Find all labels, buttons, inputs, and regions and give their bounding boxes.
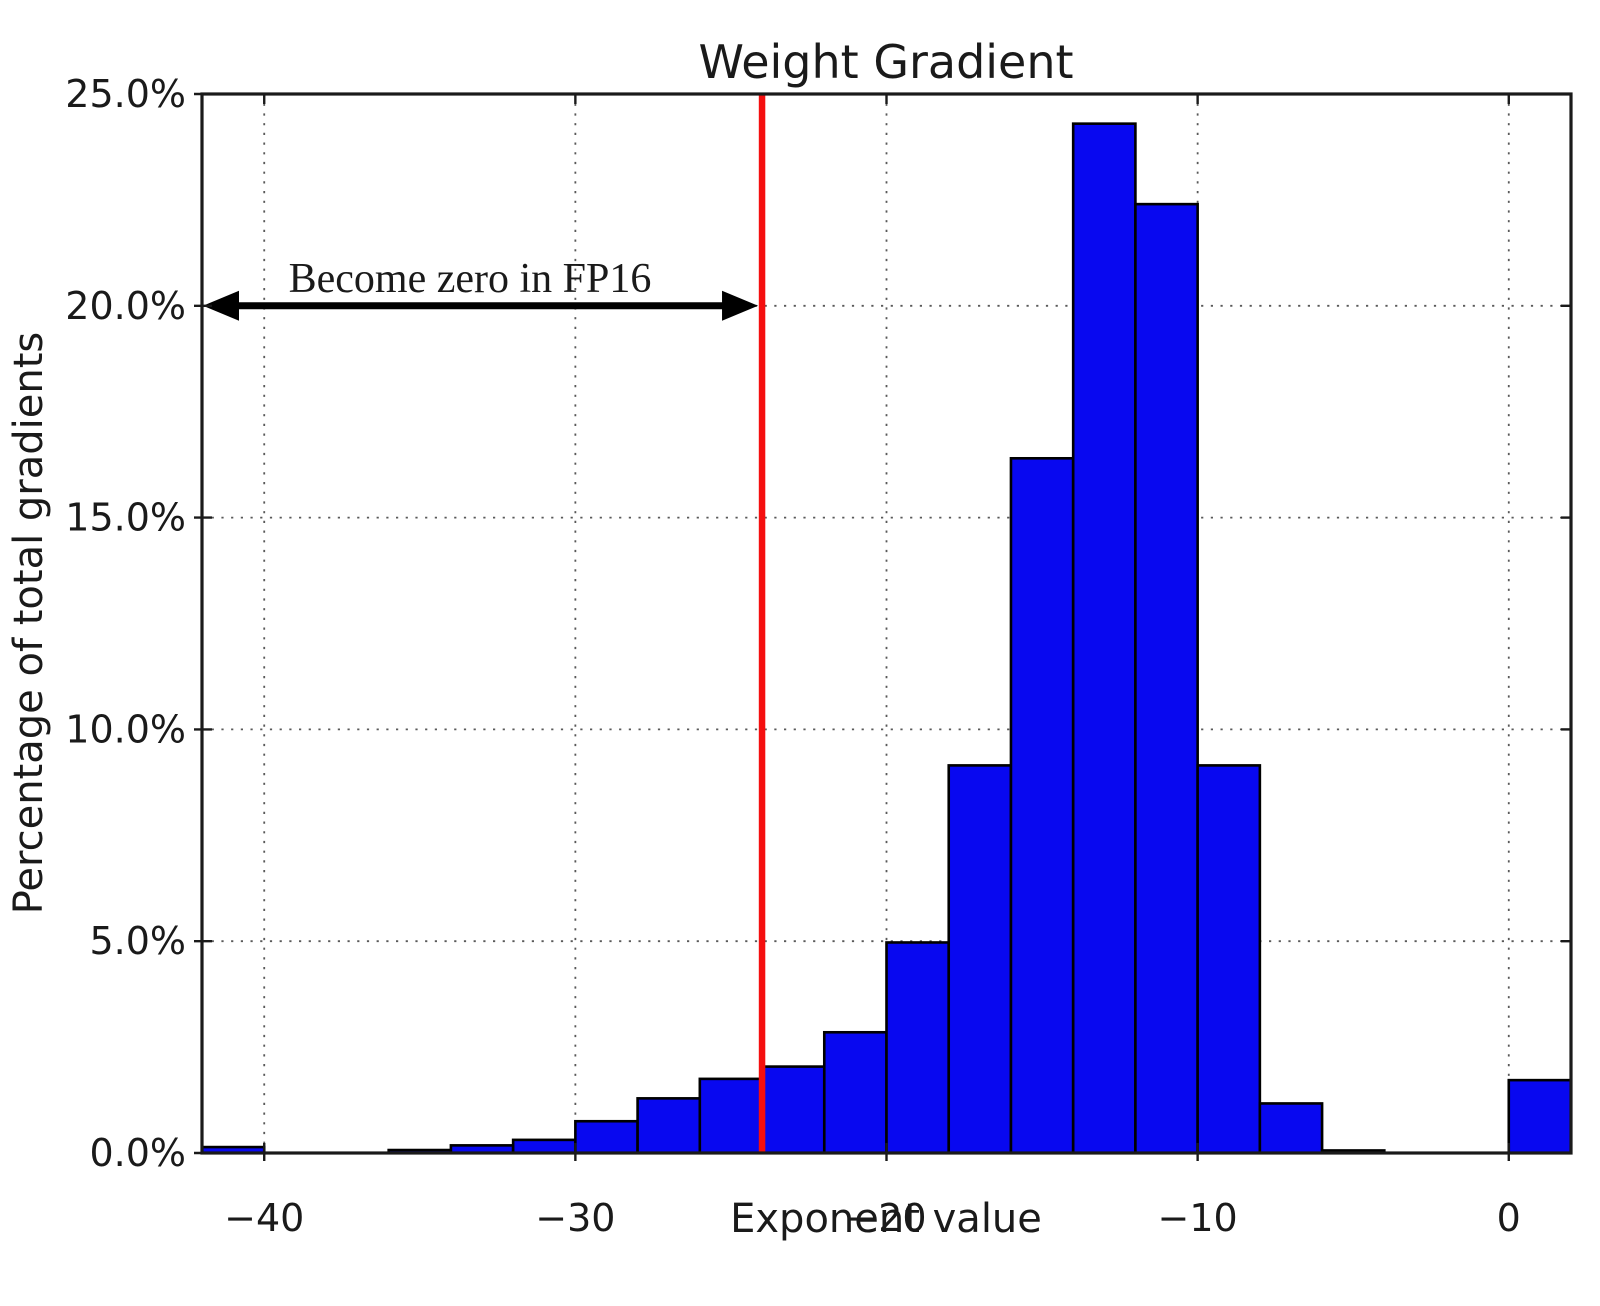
y-tick-label: 25.0% bbox=[65, 72, 186, 116]
histogram-bar bbox=[1071, 122, 1137, 1155]
histogram-bar bbox=[1009, 456, 1075, 1155]
annotation-arrowhead-left bbox=[203, 290, 239, 321]
histogram-bar bbox=[885, 941, 951, 1155]
histogram-bars bbox=[200, 122, 1573, 1155]
annotation-text: Become zero in FP16 bbox=[289, 256, 652, 302]
x-tick-label: −20 bbox=[846, 1196, 926, 1240]
chart-title: Weight Gradient bbox=[698, 35, 1073, 89]
axis-ticks bbox=[194, 92, 1571, 1161]
y-tick-label: 15.0% bbox=[65, 496, 186, 540]
histogram-bar bbox=[1507, 1078, 1573, 1155]
y-tick-label: 20.0% bbox=[65, 284, 186, 328]
histogram-bar bbox=[1258, 1102, 1324, 1155]
x-axis-label: Exponent value bbox=[730, 1196, 1042, 1242]
histogram-bar bbox=[698, 1077, 764, 1155]
x-tick-label: −30 bbox=[535, 1196, 615, 1240]
histogram-bar bbox=[1134, 202, 1199, 1155]
histogram-bar bbox=[636, 1097, 702, 1155]
x-tick-label: 0 bbox=[1497, 1196, 1521, 1240]
histogram-bar bbox=[1196, 764, 1262, 1155]
annotation-arrow bbox=[203, 290, 759, 321]
histogram-bar bbox=[947, 764, 1013, 1155]
tick-labels: −40 −30 −20 −10 0 0.0% 5.0% 10.0% 15.0% 20.0% 25.0… bbox=[65, 72, 1521, 1240]
y-tick-label: 10.0% bbox=[65, 707, 186, 751]
histogram-bar bbox=[822, 1030, 888, 1155]
histogram-bar bbox=[760, 1065, 826, 1155]
histogram-bar bbox=[574, 1119, 639, 1155]
y-axis-label: Percentage of total gradients bbox=[6, 332, 52, 915]
histogram-bar bbox=[511, 1138, 577, 1155]
annotation-arrowhead-right bbox=[722, 290, 759, 321]
x-tick-label: −10 bbox=[1158, 1196, 1238, 1240]
y-tick-label: 5.0% bbox=[89, 919, 186, 963]
x-tick-label: −40 bbox=[224, 1196, 304, 1240]
y-tick-label: 0.0% bbox=[89, 1131, 186, 1175]
